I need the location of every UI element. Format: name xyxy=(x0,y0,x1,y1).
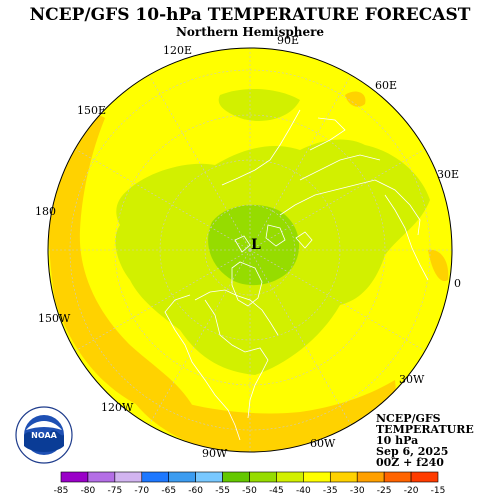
lon-label-90w: 90W xyxy=(202,447,228,460)
colorbar-swatch xyxy=(410,471,439,483)
lon-label-30w: 30W xyxy=(399,373,425,386)
colorbar-swatch xyxy=(303,471,331,483)
info-variable: TEMPERATURE xyxy=(376,423,474,436)
lon-label-60w: 60W xyxy=(310,437,336,450)
colorbar-label: -25 xyxy=(377,486,392,496)
colorbar-label: -15 xyxy=(431,486,446,496)
warm-region-east xyxy=(428,249,449,282)
colorbar-label: -70 xyxy=(134,486,149,496)
colorbar-label: -65 xyxy=(161,486,176,496)
lon-label-150e: 150E xyxy=(77,104,107,117)
lon-label-30e: 30E xyxy=(437,168,460,181)
lon-label-180: 180 xyxy=(35,205,56,218)
colorbar-label: -55 xyxy=(215,486,230,496)
hemisphere-border xyxy=(47,47,453,453)
colorbar-label: -85 xyxy=(54,486,69,496)
colorbar-label: -45 xyxy=(269,486,284,496)
low-pressure-marker: L xyxy=(251,237,261,253)
colorbar-label: -30 xyxy=(350,486,365,496)
lon-label-120w: 120W xyxy=(101,401,134,414)
colorbar-swatch xyxy=(168,471,196,483)
lon-label-60e: 60E xyxy=(375,79,398,92)
colorbar-swatch xyxy=(141,471,170,483)
colorbar-swatch xyxy=(222,471,250,483)
map-subtitle: Northern Hemisphere xyxy=(175,25,325,39)
svg-text:NOAA: NOAA xyxy=(31,431,57,440)
info-level: 10 hPa xyxy=(376,434,419,447)
lon-label-120e: 120E xyxy=(163,44,193,57)
lon-label-150w: 150W xyxy=(38,312,71,325)
colorbar-label: -50 xyxy=(242,486,257,496)
warm-region-northeast xyxy=(345,91,366,107)
colorbar-label: -35 xyxy=(323,486,338,496)
info-date: Sep 6, 2025 xyxy=(376,445,449,458)
colorbar-swatch xyxy=(329,471,358,483)
colorbar-swatch xyxy=(87,471,116,483)
colorbar-swatch xyxy=(356,471,385,483)
colorbar-label: -40 xyxy=(296,486,311,496)
colorbar-swatch xyxy=(383,471,412,483)
colorbar-swatch xyxy=(249,471,277,483)
colorbar: -85 -80 -75 -70 -65 -60 -55 -50 -45 -40 -35 -30 -25 -… xyxy=(54,471,446,496)
lon-label-0: 0 xyxy=(454,277,461,290)
colorbar-swatch xyxy=(60,471,89,483)
coastlines xyxy=(164,109,429,441)
noaa-logo: NOAA xyxy=(15,406,73,464)
cold-region-north xyxy=(218,88,300,121)
meridian-grid xyxy=(48,48,452,452)
colorbar-swatch xyxy=(276,471,304,483)
colorbar-label: -80 xyxy=(81,486,96,496)
colorbar-swatch xyxy=(114,471,143,483)
colorbar-label: -75 xyxy=(108,486,123,496)
info-model: NCEP/GFS xyxy=(376,412,441,425)
colorbar-label: -60 xyxy=(188,486,203,496)
lon-label-90e: 90E xyxy=(277,34,300,47)
map-title: NCEP/GFS 10-hPa TEMPERATURE FORECAST xyxy=(29,5,471,25)
colorbar-swatch xyxy=(195,471,223,483)
colorbar-label: -20 xyxy=(404,486,419,496)
info-forecast-hour: 00Z + f240 xyxy=(376,456,444,469)
